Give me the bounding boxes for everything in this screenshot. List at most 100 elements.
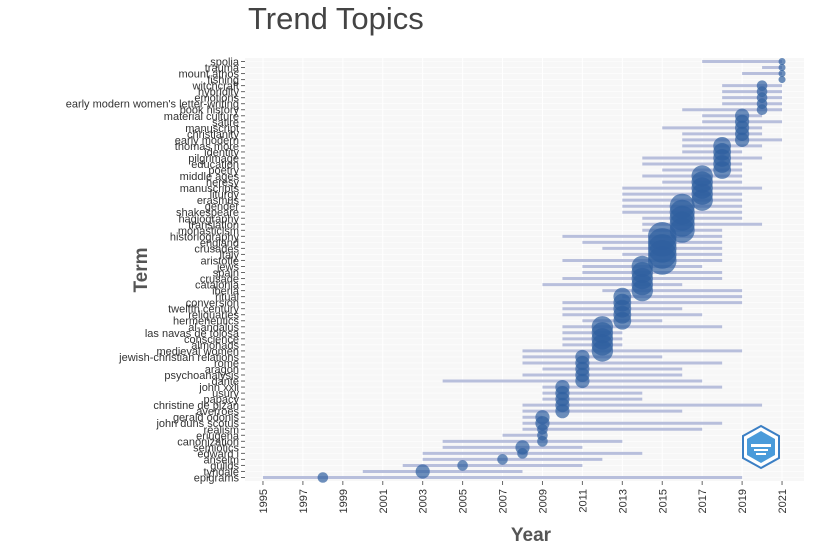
logo-bar [754,449,768,451]
y-tick-label: canonization [177,436,239,448]
y-tick-label: satire [212,117,239,129]
x-tick-label: 1997 [298,489,310,513]
y-tick-label: shakespeare [176,207,239,219]
y-tick-label: john duns scotus [155,418,239,430]
trend-point [613,311,632,330]
trend-point [555,404,570,419]
y-tick-label: psychoanalysis [164,370,239,382]
y-tick-label: john xxii [198,382,239,394]
x-tick-label: 2019 [737,489,749,513]
x-tick-label: 2009 [537,489,549,513]
y-tick-label: early modern [175,135,239,147]
trend-point [517,448,528,459]
trend-point [631,279,653,302]
y-tick-label: tyndale [204,466,239,478]
trend-points [317,58,786,483]
x-tick-label: 2003 [418,489,430,513]
trend-point [756,104,768,116]
y-tick-label: catalonia [195,280,240,292]
y-tick-label: spolia [210,57,240,69]
y-tick-label: las navas de tolosa [145,328,240,340]
y-tick-label: aristotle [200,255,239,267]
trend-point [647,246,677,275]
logo-bar [751,444,771,447]
x-tick-label: 1995 [258,489,270,513]
logo-bar [756,453,766,455]
x-tick-label: 2001 [378,489,390,513]
y-tick-label: dante [211,376,239,388]
x-axis-title: Year [511,525,552,546]
y-tick-label: guilds [210,460,239,472]
y-tick-label: early modern women's letter-writing [66,99,239,111]
y-tick-label: eriugena [196,430,240,442]
y-tick-label: conscience [184,334,239,346]
x-tick-label: 2005 [458,489,470,513]
y-tick-label: trauma [205,63,240,75]
trend-point [537,436,548,447]
y-tick-label: italy [219,249,239,261]
y-tick-label: almohads [191,340,239,352]
y-tick-label: semiotics [193,442,239,454]
y-tick-label: gender [205,201,240,213]
y-tick-label: christianity [187,129,239,141]
y-tick-label: papacy [204,394,240,406]
x-tick-label: 2015 [657,489,669,513]
y-tick-label: hermeneutics [173,316,240,328]
y-tick-label: witchcraft [192,81,239,93]
y-tick-label: mount athos [178,69,239,81]
trend-point [591,340,614,362]
trend-point [415,464,430,479]
y-tick-label: poetry [208,165,239,177]
trend-point [691,189,713,211]
x-tick-label: 2021 [777,489,789,513]
y-tick-label: realism [204,424,239,436]
y-tick-label: rome [214,358,239,370]
y-tick-label: epigrams [194,473,240,485]
y-tick-label: ritual [215,292,239,304]
trend-point [713,161,732,179]
y-tick-label: al-andalus [188,322,239,334]
y-tick-label: conversion [186,298,239,310]
y-tick-label: aragon [205,364,239,376]
y-tick-label: book history [180,105,240,117]
trend-point [457,460,468,471]
y-tick-label: erasmus [197,195,240,207]
y-tick-label: middle ages [180,171,240,183]
chart-title: Trend Topics [248,1,424,36]
y-tick-label: jews [216,261,240,273]
y-tick-label: edward i [197,448,239,460]
trend-point [497,454,508,465]
y-tick-label: liturgy [210,189,240,201]
y-axis-title: Term [131,247,152,292]
y-tick-label: twelfth century [168,304,239,316]
trend-point [317,472,329,483]
y-tick-label: heresy [206,177,240,189]
trend-point [778,58,786,65]
trend-point [735,132,750,147]
y-tick-label: spain [213,268,239,280]
y-tick-label: crusade [200,274,239,286]
y-tick-label: hybridity [198,87,239,99]
x-tick-label: 2011 [577,489,589,513]
y-tick-label: manuscript [185,123,239,135]
y-tick-label: translation [188,219,239,231]
trend-point [778,76,786,84]
y-tick-label: crusades [194,243,239,255]
trend-point [575,373,590,389]
trend-point [778,70,786,78]
bibliometrix-logo [742,424,780,470]
y-tick-label: jewish-christian relations [118,352,239,364]
y-tick-label: education [191,159,239,171]
y-tick-label: thomas more [175,141,239,153]
trend-point [778,64,786,72]
x-tick-label: 2007 [498,489,510,513]
y-tick-label: christine de pizan [153,400,239,412]
x-tick-label: 2013 [617,489,629,513]
y-tick-label: gerald odonis [173,412,240,424]
y-tick-label: manuscripts [180,183,240,195]
y-tick-label: pilgrimage [188,153,239,165]
y-tick-label: monasticism [178,225,239,237]
y-tick-label: anselm [204,454,239,466]
